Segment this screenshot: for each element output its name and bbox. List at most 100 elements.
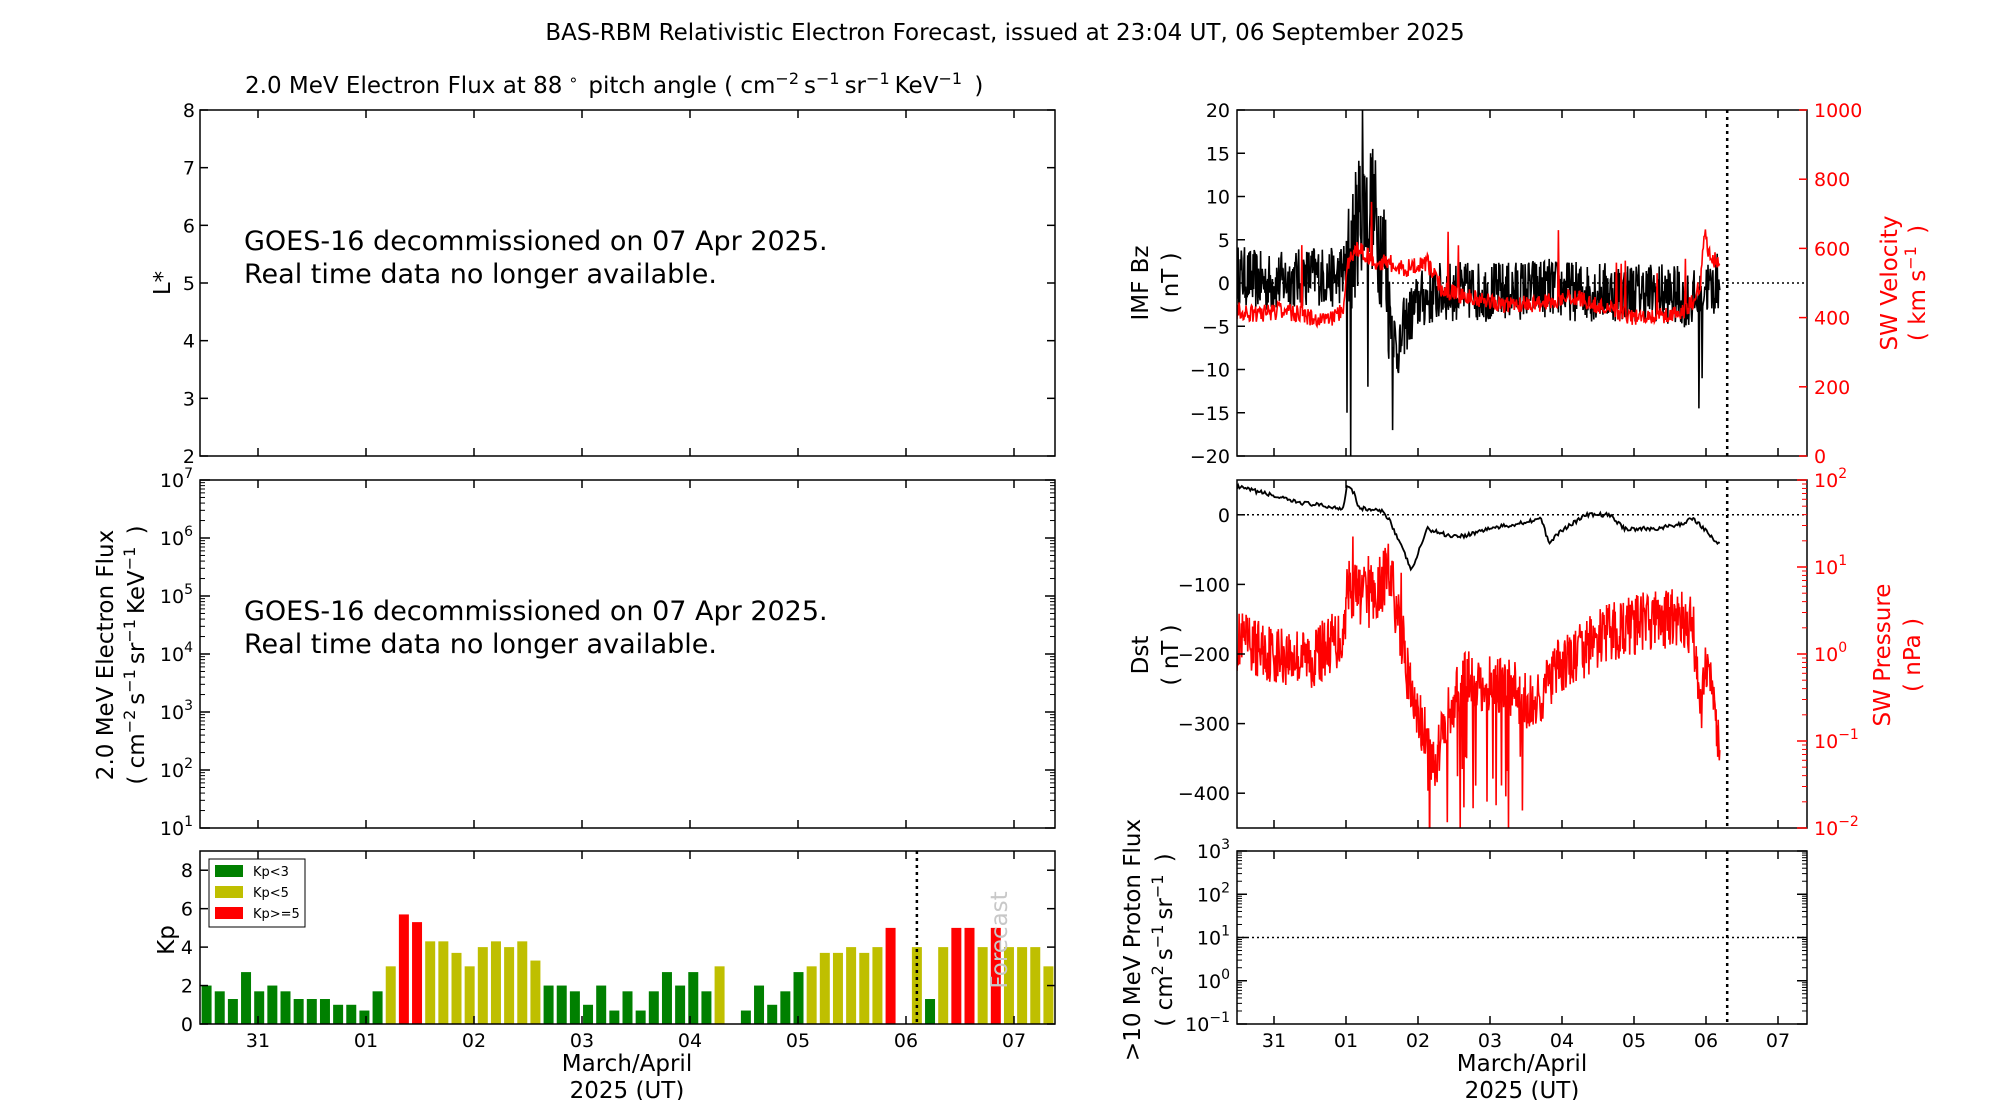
- sw-velocity-tick-label: 1000: [1814, 100, 1862, 122]
- proton-ylabel-line2: ( cm2s−1sr−1 ): [1148, 853, 1178, 1026]
- sw-velocity-tick-label: 400: [1814, 308, 1850, 330]
- kp-bar: [885, 927, 896, 1024]
- sw-pressure-tick-label: 100: [1814, 640, 1847, 666]
- tick-base: 10: [160, 818, 184, 840]
- kp-y-tick-label: 6: [181, 899, 193, 921]
- sw-velocity-tick-label: 800: [1814, 169, 1850, 191]
- sw-velocity-label-line2: ( km s−1 ): [1901, 225, 1931, 341]
- kp-bar: [504, 947, 515, 1024]
- unit-close: ): [124, 525, 150, 541]
- unit-sr: sr: [1152, 898, 1178, 920]
- kp-bar: [609, 1010, 620, 1024]
- kp-bar: [832, 952, 843, 1024]
- lstar-panel: 2.0 MeV Electron Flux at 88 ∘ pitch angle …: [150, 69, 1056, 468]
- lstar-title-unit: pitch angle ( cm: [588, 73, 775, 99]
- flux-y-tick-label: 101: [160, 814, 193, 840]
- kp-bar: [806, 966, 817, 1024]
- kp-bar: [714, 966, 725, 1024]
- kp-x-tick-label: 03: [570, 1030, 594, 1052]
- kp-bar: [464, 966, 475, 1024]
- tick-exponent: 3: [1221, 837, 1230, 853]
- tick-exponent: 7: [184, 466, 193, 482]
- sw-velocity-label-line1: SW Velocity: [1877, 216, 1903, 351]
- kp-bar: [872, 947, 883, 1024]
- flux-y-tick-label: 102: [160, 756, 193, 782]
- dst-x-ticks: [1273, 480, 1779, 828]
- sw-pressure-series: [1237, 536, 1721, 828]
- kp-bar: [648, 991, 659, 1024]
- unit-sr: sr: [845, 73, 867, 99]
- kp-bar: [306, 999, 317, 1024]
- tick-exponent: 0: [1838, 640, 1847, 656]
- kp-bar: [333, 1004, 344, 1024]
- unit-exp: −1: [866, 69, 890, 88]
- kp-bar: [241, 972, 252, 1024]
- proton-y-tick-label: 103: [1197, 837, 1230, 863]
- tick-base: 10: [1814, 731, 1838, 753]
- unit-exp: −1: [1148, 925, 1167, 949]
- tick-base: 10: [1197, 841, 1221, 863]
- kp-x-tick-label: 02: [462, 1030, 486, 1052]
- kp-x-tick-label: 07: [1002, 1030, 1026, 1052]
- proton-x-tick-label: 31: [1262, 1030, 1286, 1052]
- tick-exponent: 5: [184, 582, 193, 598]
- tick-exponent: −1: [1838, 727, 1859, 743]
- unit-s: s: [124, 693, 150, 705]
- kp-y-tick-label: 8: [181, 860, 193, 882]
- kp-bar: [938, 947, 949, 1024]
- unit-exp: −1: [120, 547, 139, 571]
- proton-x-tick-label: 02: [1406, 1030, 1430, 1052]
- kp-bar: [596, 985, 607, 1024]
- tick-base: 10: [1197, 884, 1221, 906]
- sw-pressure-tick-label: 101: [1814, 553, 1847, 579]
- flux-y-tick-label: 103: [160, 698, 193, 724]
- kp-bar: [280, 991, 291, 1024]
- unit-exp: −1: [816, 69, 840, 88]
- tick-base: 10: [160, 470, 184, 492]
- unit-s: s: [804, 73, 816, 99]
- unit-exp: −2: [120, 710, 139, 734]
- lstar-x-ticks: [257, 110, 1015, 456]
- kp-bar: [819, 952, 830, 1024]
- flux-y-tick-label: 105: [160, 582, 193, 608]
- kp-bar: [964, 927, 975, 1024]
- kp-bar: [214, 991, 225, 1024]
- unit-exp: −1: [938, 69, 962, 88]
- kp-bar: [293, 999, 304, 1024]
- sw-pressure-tick-label: 102: [1814, 466, 1847, 492]
- lstar-y-ticks: 8 7 6 5 4 3 2: [183, 100, 1055, 468]
- imf-bz-series: [1237, 110, 1721, 456]
- flux-x-ticks: [257, 480, 1015, 828]
- tick-exponent: −2: [1838, 814, 1859, 830]
- proton-xlabel-line1: March/April: [1457, 1051, 1587, 1077]
- imf-y-tick-label: −5: [1202, 316, 1230, 338]
- kp-bar: [372, 991, 383, 1024]
- lstar-y-tick-label: 5: [183, 273, 195, 295]
- proton-y-tick-label: 10−1: [1185, 1010, 1230, 1036]
- kp-bar: [846, 947, 857, 1024]
- kp-bar: [990, 927, 1001, 1024]
- imf-y-tick-label: −10: [1190, 360, 1230, 382]
- kp-bar: [530, 960, 541, 1024]
- lstar-y-tick-label: 4: [183, 331, 195, 353]
- kp-bar: [951, 927, 962, 1024]
- tick-base: 10: [1197, 928, 1221, 950]
- lstar-y-tick-label: 8: [183, 100, 195, 122]
- kp-bar: [359, 1010, 370, 1024]
- flux-ylabel-line1: 2.0 MeV Electron Flux: [93, 530, 119, 780]
- dst-y-ticks: 0 −100 −200 −300 −400: [1178, 505, 1245, 805]
- tick-base: 10: [1814, 818, 1838, 840]
- tick-exponent: 2: [1221, 880, 1230, 896]
- unit-exp: −2: [775, 69, 799, 88]
- flux-y-tick-label: 104: [160, 640, 193, 666]
- kp-bar: [977, 947, 988, 1024]
- imf-y-ticks: 20 15 10 5 0 −5 −10 −15 −20: [1190, 100, 1245, 468]
- kp-bar: [490, 941, 501, 1024]
- kp-legend-swatch-2: [215, 907, 243, 919]
- lstar-title-main: 2.0 MeV Electron Flux at 88: [245, 73, 562, 99]
- tick-base: 10: [1814, 644, 1838, 666]
- flux-y-tick-label: 106: [160, 524, 193, 550]
- kp-ylabel: Kp: [154, 925, 180, 955]
